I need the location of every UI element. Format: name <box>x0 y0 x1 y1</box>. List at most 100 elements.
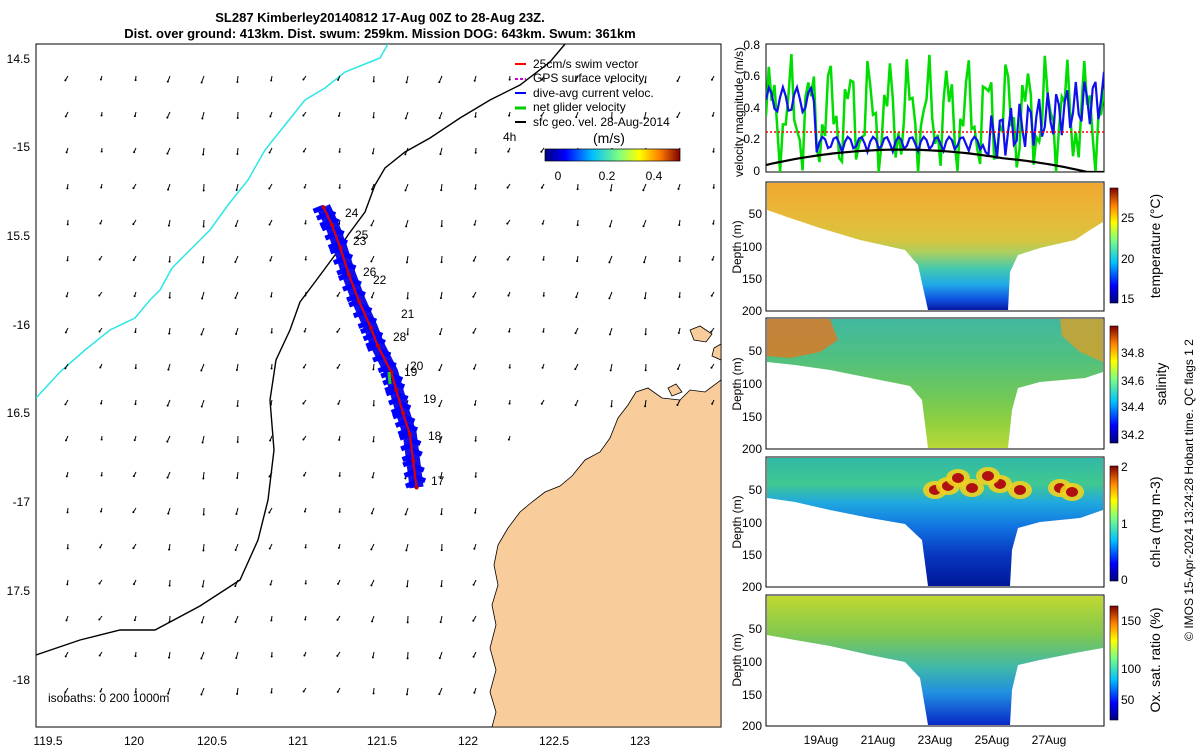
vector-head <box>166 152 169 155</box>
vector-head <box>100 114 103 117</box>
vector-arrow <box>202 255 205 263</box>
depth-tick: 150 <box>742 688 762 702</box>
vector-arrow <box>167 471 171 478</box>
vector-head <box>337 582 340 585</box>
vector-head <box>406 585 409 588</box>
vector-arrow <box>440 579 443 587</box>
current-vector <box>315 211 328 221</box>
vector-head <box>644 81 647 84</box>
vel-line-current <box>766 71 1104 159</box>
vector-head <box>168 296 171 299</box>
vector-arrow <box>440 291 443 299</box>
current-vector <box>327 215 340 225</box>
current-vector <box>394 419 407 428</box>
vector-head <box>508 114 511 117</box>
vector-head <box>542 258 545 261</box>
cbar-tick: 50 <box>1121 693 1135 707</box>
vector-head <box>66 259 69 262</box>
vector-head <box>269 259 272 262</box>
vector-head <box>643 261 646 264</box>
vector-head <box>168 620 171 623</box>
legend-label-gps: GPS surface velocity <box>533 71 644 85</box>
vector-head <box>336 654 339 657</box>
vector-arrow <box>166 111 171 118</box>
isobaths-label: isobaths: 0 200 1000m <box>48 691 169 705</box>
cbar-tick: 15 <box>1121 292 1135 306</box>
vector-arrow <box>202 579 205 587</box>
vector-head <box>474 187 477 190</box>
vector-head <box>506 222 509 225</box>
track-point <box>357 299 362 304</box>
vel-ytick: 0.4 <box>743 101 760 115</box>
vector-arrow <box>610 363 613 371</box>
current-vector <box>319 219 332 228</box>
vector-head <box>540 402 543 405</box>
vector-head <box>99 78 102 81</box>
vector-arrow <box>439 111 443 119</box>
vector-head <box>506 186 509 189</box>
vector-head <box>302 78 305 81</box>
vector-head <box>710 78 713 81</box>
vector-head <box>678 296 681 299</box>
vector-head <box>270 619 273 622</box>
current-vector <box>336 266 349 276</box>
vector-head <box>200 405 203 408</box>
vector-arrow <box>643 219 647 227</box>
vector-head <box>576 224 579 227</box>
vector-head <box>100 438 103 441</box>
vector-head <box>440 261 443 264</box>
vector-head <box>64 403 67 406</box>
vector-head <box>609 369 612 372</box>
vector-head <box>608 261 611 264</box>
vector-head <box>132 223 135 226</box>
vector-head <box>440 225 443 228</box>
vector-head <box>438 657 441 660</box>
map-ytick: 17.5 <box>7 584 31 598</box>
vector-head <box>508 366 511 369</box>
vector-head <box>439 477 442 480</box>
current-vector <box>365 314 378 324</box>
vector-head <box>235 188 238 191</box>
vector-head <box>710 330 713 333</box>
vector-arrow <box>406 579 409 587</box>
track-point <box>407 432 412 437</box>
vector-head <box>200 81 203 84</box>
cbar-tick: 34.4 <box>1121 400 1145 414</box>
vector-head <box>64 115 67 118</box>
current-vector <box>393 380 406 390</box>
vector-arrow <box>608 255 613 263</box>
current-vector <box>357 320 370 329</box>
day-label: 18 <box>428 429 442 443</box>
copyright-note: © IMOS 15-Apr-2024 13:24:28 Hobart time.… <box>1182 339 1196 641</box>
salinity-section <box>767 319 1103 448</box>
vector-head <box>236 116 239 119</box>
vector-head <box>98 258 101 261</box>
vector-head <box>439 153 442 156</box>
vector-head <box>234 296 237 299</box>
map-xtick: 123 <box>630 734 650 748</box>
current-vector <box>346 293 358 303</box>
vector-head <box>371 656 374 659</box>
vector-head <box>269 583 272 586</box>
vector-head <box>132 259 135 262</box>
vector-head <box>644 405 647 408</box>
vector-head <box>98 582 101 585</box>
vector-head <box>474 151 477 154</box>
day-label: 26 <box>363 265 377 279</box>
cbar-label-chla: chl-a (mg m-3) <box>1147 476 1163 567</box>
day-label: 21 <box>401 307 415 321</box>
vector-head <box>302 114 305 117</box>
isobath-200 <box>36 44 566 656</box>
vector-head <box>575 296 578 299</box>
vel-line-geostrophic <box>766 148 1104 172</box>
vector-head <box>440 189 443 192</box>
vector-head <box>406 333 409 336</box>
vector-head <box>440 513 443 516</box>
section-colorbar-labels: temperature (°C) salinity chl-a (mg m-3)… <box>1147 194 1169 713</box>
vector-head <box>236 404 239 407</box>
map-xtick: 121 <box>288 734 308 748</box>
vector-head <box>610 117 613 120</box>
vector-arrow <box>609 219 613 227</box>
vector-arrow <box>201 75 205 83</box>
vector-head <box>200 657 203 660</box>
